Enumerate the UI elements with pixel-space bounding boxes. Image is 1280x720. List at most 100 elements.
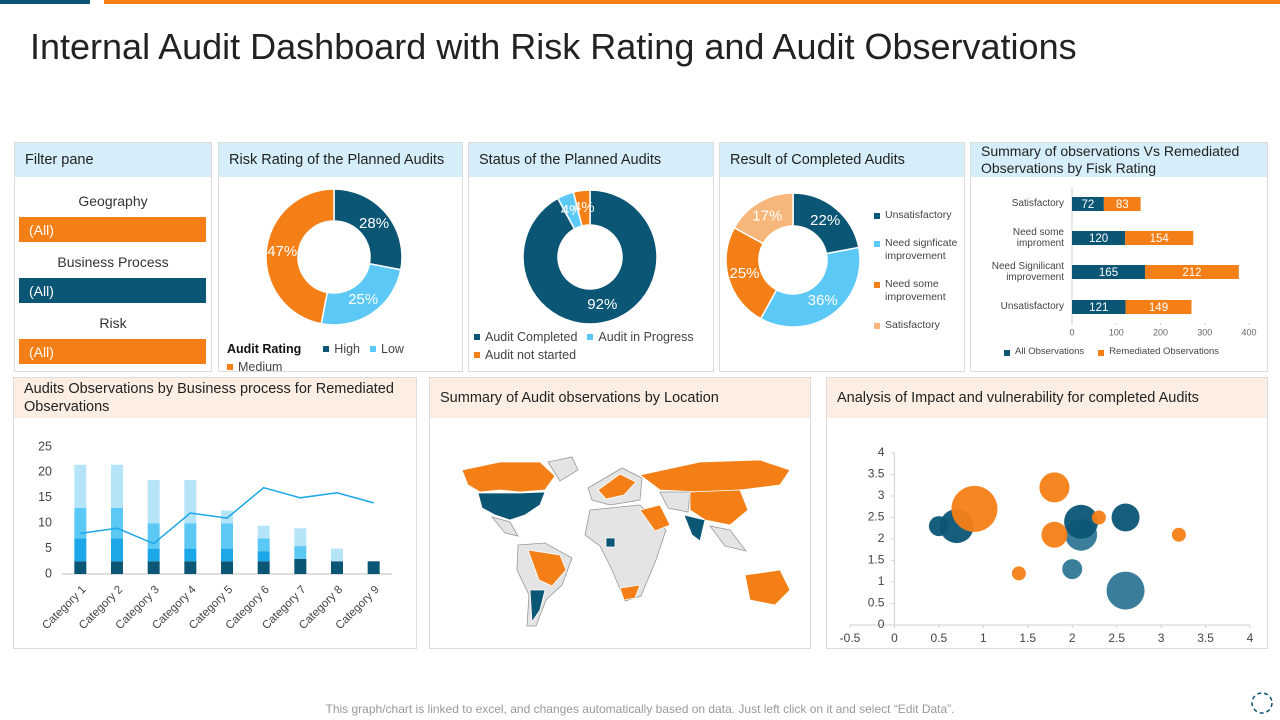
country: [683, 514, 706, 542]
bar: [1145, 265, 1239, 279]
bar: [147, 480, 160, 524]
panel-header: Audits Observations by Business process …: [14, 378, 416, 418]
country: [639, 504, 671, 532]
country: [744, 569, 791, 606]
panel-header: Filter pane: [15, 143, 211, 177]
bar: [74, 561, 87, 574]
world-map: [461, 456, 791, 627]
panel-header: Summary of Audit observations by Locatio…: [430, 378, 810, 418]
country: [639, 459, 791, 493]
donut-slice: [333, 188, 403, 271]
bar: [1125, 231, 1194, 245]
legend: All Observations Remediated Observations: [1004, 346, 1219, 358]
donut-slice: [265, 188, 335, 325]
legend-marker: [1004, 350, 1010, 356]
legend-marker: [227, 364, 233, 370]
bar: [294, 558, 307, 574]
panel: Analysis of Impact and vulnerability for…: [826, 377, 1268, 649]
legend-item: Audit not started: [474, 348, 576, 363]
data-label: 72: [1082, 199, 1095, 211]
bar: [331, 561, 343, 574]
data-label: 47%: [267, 243, 297, 260]
legend-label: All Observations: [1015, 346, 1085, 357]
bar: [221, 510, 233, 524]
corner-icon: [1251, 692, 1273, 714]
country: [659, 491, 691, 513]
bar: [257, 525, 270, 539]
panel: Risk Rating of the Planned Audits: [218, 142, 463, 372]
legend-marker: [874, 241, 880, 247]
country: [547, 456, 579, 482]
y-tick-label: 1.5: [868, 553, 885, 567]
bar: [74, 507, 87, 539]
y-tick-label: Need some improment: [1012, 226, 1064, 250]
legend-marker: [474, 352, 480, 358]
bar: [331, 548, 343, 562]
y-tick-label: 4: [878, 445, 885, 459]
legend-item: All Observations: [1004, 346, 1084, 358]
y-tick-label: 0.5: [868, 596, 885, 610]
bubble: [1064, 504, 1099, 539]
donut-slice: [725, 226, 778, 320]
donut-slice: [522, 189, 658, 325]
filter-value[interactable]: (All): [19, 278, 206, 303]
data-label: 25%: [729, 265, 759, 282]
x-tick-label: 0: [891, 631, 898, 645]
bar: [147, 561, 160, 574]
legend-item: Unsatisfactory: [874, 209, 962, 222]
y-tick-label: 10: [38, 515, 52, 529]
bar: [221, 548, 233, 562]
bubble: [1062, 559, 1083, 580]
legend-item: Need signficate improvement: [874, 237, 962, 263]
legend-marker: [323, 346, 330, 352]
bubble: [1039, 472, 1070, 503]
bar: [184, 561, 197, 574]
x-tick-label: 300: [1197, 327, 1212, 337]
line: [80, 486, 374, 545]
filter-pane: Filter pane Geography (All) Business Pro…: [14, 142, 212, 372]
filter-value[interactable]: (All): [19, 217, 206, 242]
legend-marker: [587, 334, 594, 340]
legend-item: Medium: [227, 360, 282, 375]
bar: [257, 561, 270, 574]
bar: [74, 464, 87, 508]
x-tick-label: 3: [1158, 631, 1165, 645]
x-tick-label: 3.5: [1197, 631, 1214, 645]
bubble: [1106, 571, 1145, 610]
data-label: 149: [1149, 302, 1168, 314]
bar: [257, 551, 270, 562]
legend-label: Low: [381, 342, 404, 356]
bar: [1072, 300, 1126, 314]
legend-label: Medium: [238, 360, 283, 374]
y-tick-label: 0: [45, 566, 52, 580]
bubble: [1111, 503, 1140, 532]
panel-header: Status of the Planned Audits: [469, 143, 713, 177]
country: [477, 491, 546, 521]
bar: [1125, 300, 1192, 314]
legend-item: High: [323, 342, 360, 357]
y-tick-label: Satisfactory: [1011, 198, 1064, 210]
legend-label: Satisfactory: [885, 319, 940, 331]
legend-marker: [874, 282, 880, 288]
bar: [111, 561, 123, 574]
top-accent: [0, 0, 90, 4]
legend-item: Audit in Progress: [587, 330, 694, 345]
panel-header: Summary of observations Vs Remediated Ob…: [971, 143, 1267, 177]
bar: [1072, 231, 1126, 245]
data-label: 36%: [808, 292, 838, 309]
y-tick-label: 3: [878, 488, 885, 502]
y-tick-label: 1: [878, 574, 885, 588]
data-label: 28%: [359, 215, 389, 232]
legend-marker: [874, 323, 880, 329]
panel-header: Analysis of Impact and vulnerability for…: [827, 378, 1267, 418]
bar: [367, 561, 380, 574]
data-label: 92%: [587, 296, 617, 313]
filter-value[interactable]: (All): [19, 339, 206, 364]
legend-label: Remediated Observations: [1109, 346, 1220, 357]
filter-label: Geography: [78, 193, 148, 209]
data-label: 154: [1150, 233, 1170, 245]
legend-item: Satisfactory: [874, 319, 962, 332]
x-tick-label: 4: [1247, 631, 1254, 645]
x-tick-label: 0: [1069, 327, 1074, 337]
